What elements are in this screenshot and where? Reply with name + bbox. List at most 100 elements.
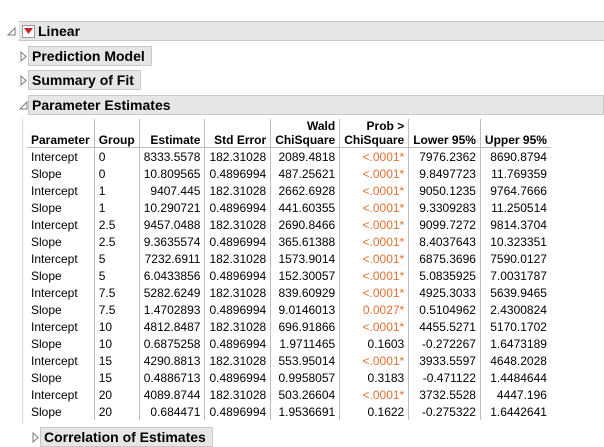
- cell-lower95: 8.4037643: [408, 233, 481, 250]
- section-prediction-model[interactable]: Prediction Model: [18, 46, 152, 66]
- cell-estimate: 10.290721: [138, 199, 205, 216]
- cell-prob-chisquare: <.0001*: [339, 250, 409, 267]
- cell-prob-chisquare: <.0001*: [339, 165, 409, 182]
- cell-parameter: Slope: [31, 268, 62, 283]
- cell-upper95: 5170.1702: [479, 318, 551, 335]
- cell-parameter: Intercept: [31, 319, 78, 334]
- cell-upper95: 1.4484644: [479, 369, 551, 386]
- collapse-triangle-icon[interactable]: [18, 98, 28, 112]
- cell-lower95: 9050.1235: [408, 182, 481, 199]
- cell-estimate: 6.0433856: [138, 267, 205, 284]
- cell-group: 20: [93, 386, 140, 403]
- red-triangle-menu-icon[interactable]: [22, 24, 35, 38]
- cell-wald-chisquare: 9.0146013: [270, 301, 340, 318]
- section-label: Prediction Model: [28, 46, 152, 66]
- cell-parameter: Slope: [31, 336, 62, 351]
- cell-upper95: 7.0031787: [479, 267, 551, 284]
- cell-std-error: 182.31028: [204, 284, 271, 301]
- cell-parameter: Slope: [31, 166, 62, 181]
- cell-group: 7.5: [93, 301, 140, 318]
- cell-parameter: Intercept: [31, 149, 78, 164]
- cell-wald-chisquare: 503.26604: [270, 386, 340, 403]
- cell-wald-chisquare: 1573.9014: [270, 250, 340, 267]
- cell-lower95: 5.0835925: [408, 267, 481, 284]
- cell-parameter: Slope: [31, 234, 62, 249]
- cell-upper95: 9764.7666: [479, 182, 551, 199]
- expand-triangle-icon[interactable]: [18, 73, 28, 87]
- section-label: Correlation of Estimates: [40, 427, 213, 447]
- report-title: Linear: [38, 23, 81, 39]
- cell-wald-chisquare: 0.9958057: [270, 369, 340, 386]
- cell-estimate: 10.809565: [138, 165, 205, 182]
- table-row: Intercept 0 8333.5578 182.31028 2089.4818 <.0…: [27, 147, 551, 165]
- cell-prob-chisquare: <.0001*: [339, 216, 409, 233]
- cell-wald-chisquare: 553.95014: [270, 352, 340, 369]
- col-header-prob-line1: Prob >: [339, 119, 409, 133]
- section-correlation-of-estimates[interactable]: Correlation of Estimates: [30, 427, 213, 447]
- cell-group: 1: [93, 182, 140, 199]
- cell-std-error: 0.4896994: [204, 403, 271, 420]
- cell-wald-chisquare: 2662.6928: [270, 182, 340, 199]
- cell-group: 5: [93, 267, 140, 284]
- table-row: Intercept 5 7232.6911 182.31028 1573.9014 <.0…: [27, 250, 551, 267]
- collapse-triangle-icon[interactable]: [6, 24, 16, 38]
- cell-std-error: 182.31028: [204, 147, 271, 165]
- cell-prob-chisquare: <.0001*: [339, 199, 409, 216]
- cell-parameter: Slope: [31, 302, 62, 317]
- cell-estimate: 5282.6249: [138, 284, 205, 301]
- cell-std-error: 182.31028: [204, 250, 271, 267]
- outline-guide-line: [22, 119, 23, 424]
- cell-upper95: 8690.8794: [479, 147, 551, 165]
- col-header-group: Group: [93, 133, 140, 148]
- table-row: Slope 7.5 1.4702893 0.4896994 9.0146013 0.002…: [27, 301, 551, 318]
- cell-lower95: 9.3309283: [408, 199, 481, 216]
- cell-wald-chisquare: 487.25621: [270, 165, 340, 182]
- cell-lower95: 9.8497723: [408, 165, 481, 182]
- cell-lower95: 7976.2362: [408, 147, 481, 165]
- expand-triangle-icon[interactable]: [30, 430, 40, 444]
- table-row: Slope 20 0.684471 0.4896994 1.9536691 0.1622-…: [27, 403, 551, 420]
- cell-upper95: 10.323351: [479, 233, 551, 250]
- cell-wald-chisquare: 441.60355: [270, 199, 340, 216]
- cell-estimate: 4290.8813: [138, 352, 205, 369]
- cell-lower95: 4925.3033: [408, 284, 481, 301]
- cell-prob-chisquare: <.0001*: [339, 386, 409, 403]
- expand-triangle-icon[interactable]: [18, 49, 28, 63]
- cell-estimate: 4089.8744: [138, 386, 205, 403]
- table-row: Intercept 15 4290.8813 182.31028 553.95014 <.…: [27, 352, 551, 369]
- cell-upper95: 9814.3704: [479, 216, 551, 233]
- cell-upper95: 11.769359: [479, 165, 551, 182]
- section-summary-of-fit[interactable]: Summary of Fit: [18, 70, 141, 90]
- cell-estimate: 9407.445: [138, 182, 205, 199]
- cell-upper95: 2.4300824: [479, 301, 551, 318]
- cell-group: 15: [93, 369, 140, 386]
- table-row: Intercept 2.5 9457.0488 182.31028 2690.8466 <…: [27, 216, 551, 233]
- cell-std-error: 0.4896994: [204, 369, 271, 386]
- cell-estimate: 1.4702893: [138, 301, 205, 318]
- cell-prob-chisquare: 0.3183: [339, 369, 409, 386]
- cell-group: 15: [93, 352, 140, 369]
- linear-outline: Linear: [0, 21, 604, 41]
- cell-group: 10: [93, 318, 140, 335]
- cell-prob-chisquare: <.0001*: [339, 182, 409, 199]
- cell-lower95: -0.272267: [408, 335, 481, 352]
- cell-wald-chisquare: 1.9536691: [270, 403, 340, 420]
- cell-group: 2.5: [93, 216, 140, 233]
- cell-lower95: 0.5104962: [408, 301, 481, 318]
- table-body: Intercept 0 8333.5578 182.31028 2089.4818 <.0…: [27, 147, 551, 420]
- cell-parameter: Intercept: [31, 251, 78, 266]
- cell-lower95: 3732.5528: [408, 386, 481, 403]
- col-header-estimate: Estimate: [138, 133, 205, 148]
- table-row: Intercept 1 9407.445 182.31028 2662.6928 <.00…: [27, 182, 551, 199]
- table-row: Slope 15 0.4886713 0.4896994 0.9958057 0.3183…: [27, 369, 551, 386]
- col-header-parameter: Parameter: [27, 133, 95, 148]
- col-header-wald-line2: ChiSquare: [270, 133, 340, 148]
- cell-group: 1: [93, 199, 140, 216]
- cell-upper95: 4648.2028: [479, 352, 551, 369]
- cell-prob-chisquare: <.0001*: [339, 318, 409, 335]
- section-parameter-estimates[interactable]: Parameter Estimates: [18, 95, 604, 115]
- cell-wald-chisquare: 839.60929: [270, 284, 340, 301]
- cell-estimate: 7232.6911: [138, 250, 205, 267]
- cell-lower95: -0.275322: [408, 403, 481, 420]
- cell-prob-chisquare: <.0001*: [339, 147, 409, 165]
